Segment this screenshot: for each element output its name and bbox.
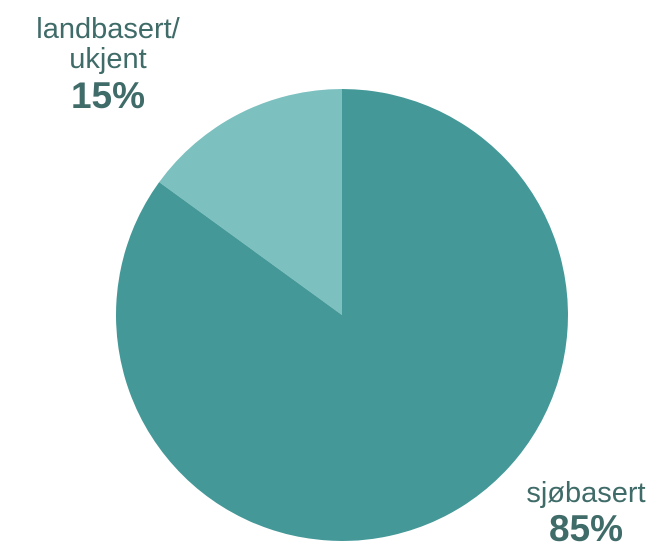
- slice-label-sjobasert-percent: 85%: [548, 508, 624, 550]
- slice-label-landbasert: landbasert/ ukjent 15%: [28, 14, 188, 116]
- slice-label-landbasert-name: landbasert/ ukjent: [36, 13, 180, 76]
- slice-label-sjobasert: sjøbasert 85%: [512, 478, 660, 549]
- slice-label-sjobasert-name: sjøbasert: [526, 477, 646, 509]
- slice-label-landbasert-percent: 15%: [70, 74, 146, 116]
- pie-slice-landbasert: [159, 88, 342, 315]
